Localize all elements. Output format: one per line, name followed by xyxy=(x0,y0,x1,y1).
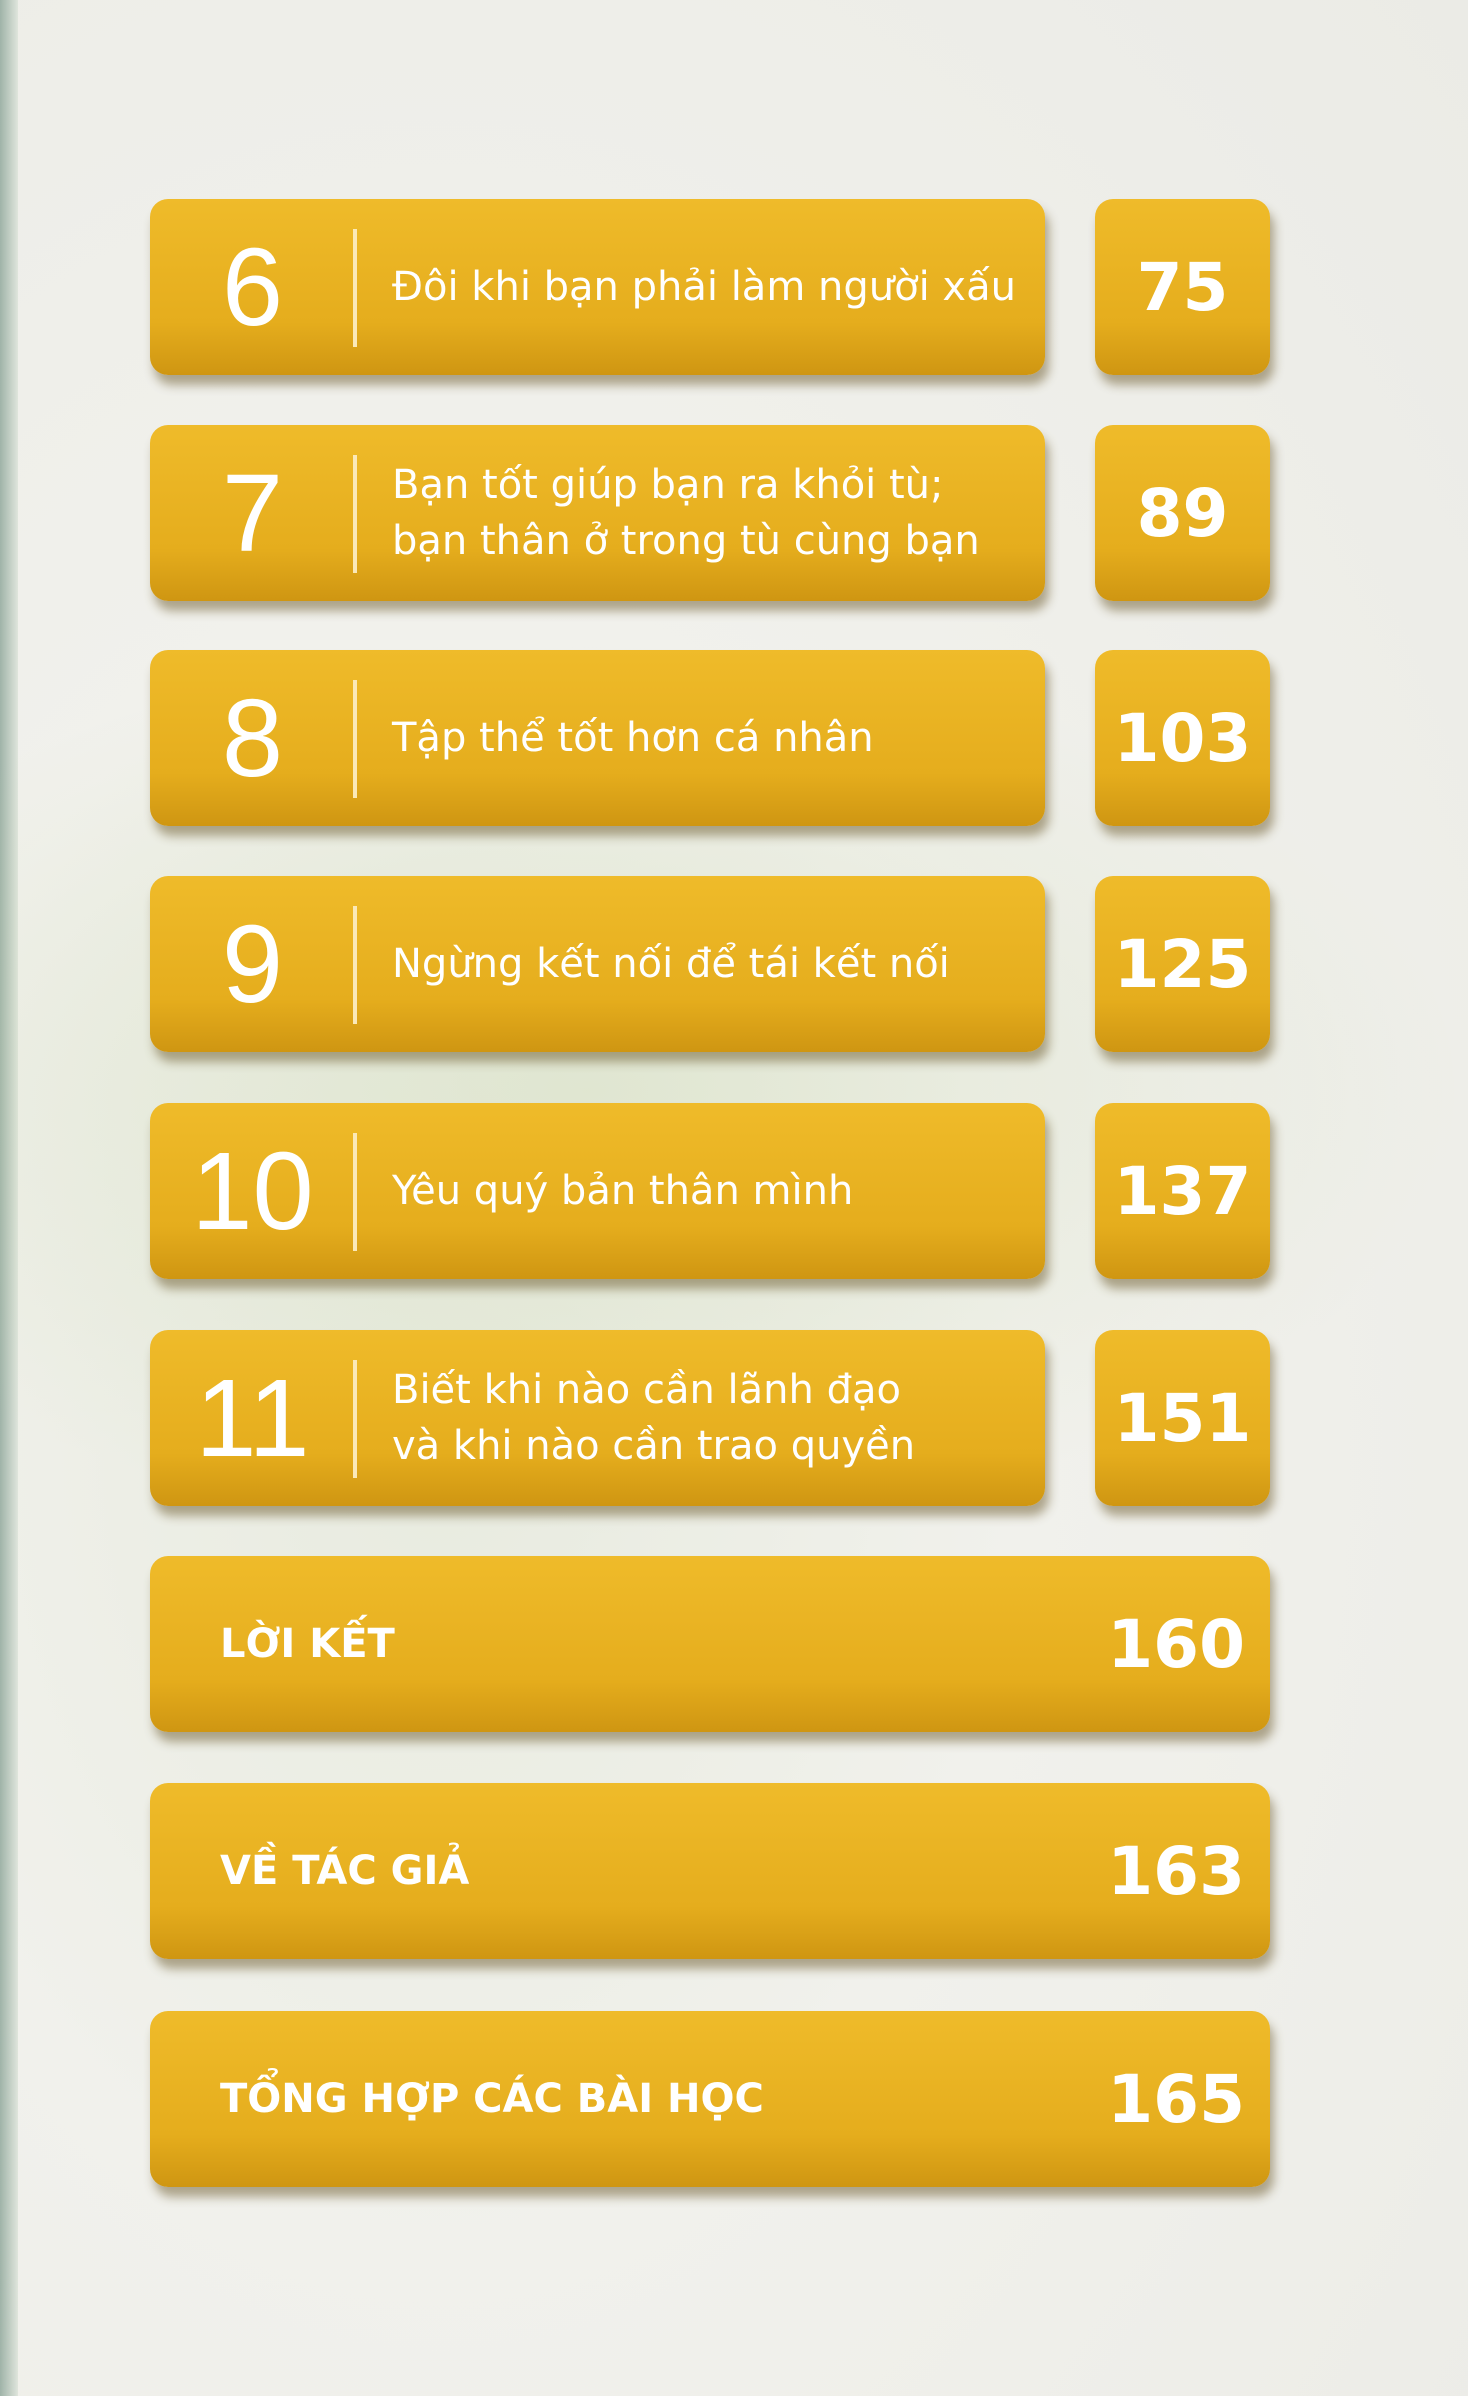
chapter-page-number[interactable]: 137 xyxy=(1095,1103,1270,1279)
chapter-row[interactable]: 7 Bạn tốt giúp bạn ra khỏi tù; bạn thân … xyxy=(150,425,1045,601)
section-title: VỀ TÁC GIẢ xyxy=(220,1848,470,1894)
divider xyxy=(353,680,357,798)
chapter-number: 11 xyxy=(195,1356,310,1480)
chapter-page-number[interactable]: 75 xyxy=(1095,199,1270,375)
chapter-page-number[interactable]: 103 xyxy=(1095,650,1270,826)
section-title: LỜI KẾT xyxy=(220,1621,395,1667)
chapter-number: 9 xyxy=(221,902,284,1026)
chapter-row[interactable]: 6 Đôi khi bạn phải làm người xấu xyxy=(150,199,1045,375)
chapter-title: Biết khi nào cần lãnh đạo và khi nào cần… xyxy=(392,1367,916,1469)
chapter-title: Bạn tốt giúp bạn ra khỏi tù; bạn thân ở … xyxy=(392,462,980,564)
chapter-title: Yêu quý bản thân mình xyxy=(392,1168,854,1214)
chapter-title: Đôi khi bạn phải làm người xấu xyxy=(392,264,1016,310)
chapter-number: 8 xyxy=(221,676,284,800)
chapter-row[interactable]: 8 Tập thể tốt hơn cá nhân xyxy=(150,650,1045,826)
chapter-number: 6 xyxy=(221,225,284,349)
chapter-row[interactable]: 11 Biết khi nào cần lãnh đạo và khi nào … xyxy=(150,1330,1045,1506)
divider xyxy=(353,1133,357,1251)
section-row[interactable]: TỔNG HỢP CÁC BÀI HỌC 165 xyxy=(150,2011,1270,2187)
chapter-page-number[interactable]: 151 xyxy=(1095,1330,1270,1506)
section-page-number: 160 xyxy=(1107,1605,1245,1683)
page-edge xyxy=(0,0,18,2396)
section-page-number: 165 xyxy=(1107,2060,1245,2138)
section-page-number: 163 xyxy=(1107,1832,1245,1910)
chapter-row[interactable]: 10 Yêu quý bản thân mình xyxy=(150,1103,1045,1279)
chapter-title: Ngừng kết nối để tái kết nối xyxy=(392,941,950,987)
section-row[interactable]: LỜI KẾT 160 xyxy=(150,1556,1270,1732)
chapter-number: 7 xyxy=(221,451,284,575)
chapter-title: Tập thể tốt hơn cá nhân xyxy=(392,715,874,761)
section-row[interactable]: VỀ TÁC GIẢ 163 xyxy=(150,1783,1270,1959)
chapter-row[interactable]: 9 Ngừng kết nối để tái kết nối xyxy=(150,876,1045,1052)
divider xyxy=(353,906,357,1024)
divider xyxy=(353,1360,357,1478)
chapter-number: 10 xyxy=(191,1129,314,1253)
divider xyxy=(353,229,357,347)
chapter-page-number[interactable]: 89 xyxy=(1095,425,1270,601)
divider xyxy=(353,455,357,573)
chapter-page-number[interactable]: 125 xyxy=(1095,876,1270,1052)
section-title: TỔNG HỢP CÁC BÀI HỌC xyxy=(220,2076,764,2122)
